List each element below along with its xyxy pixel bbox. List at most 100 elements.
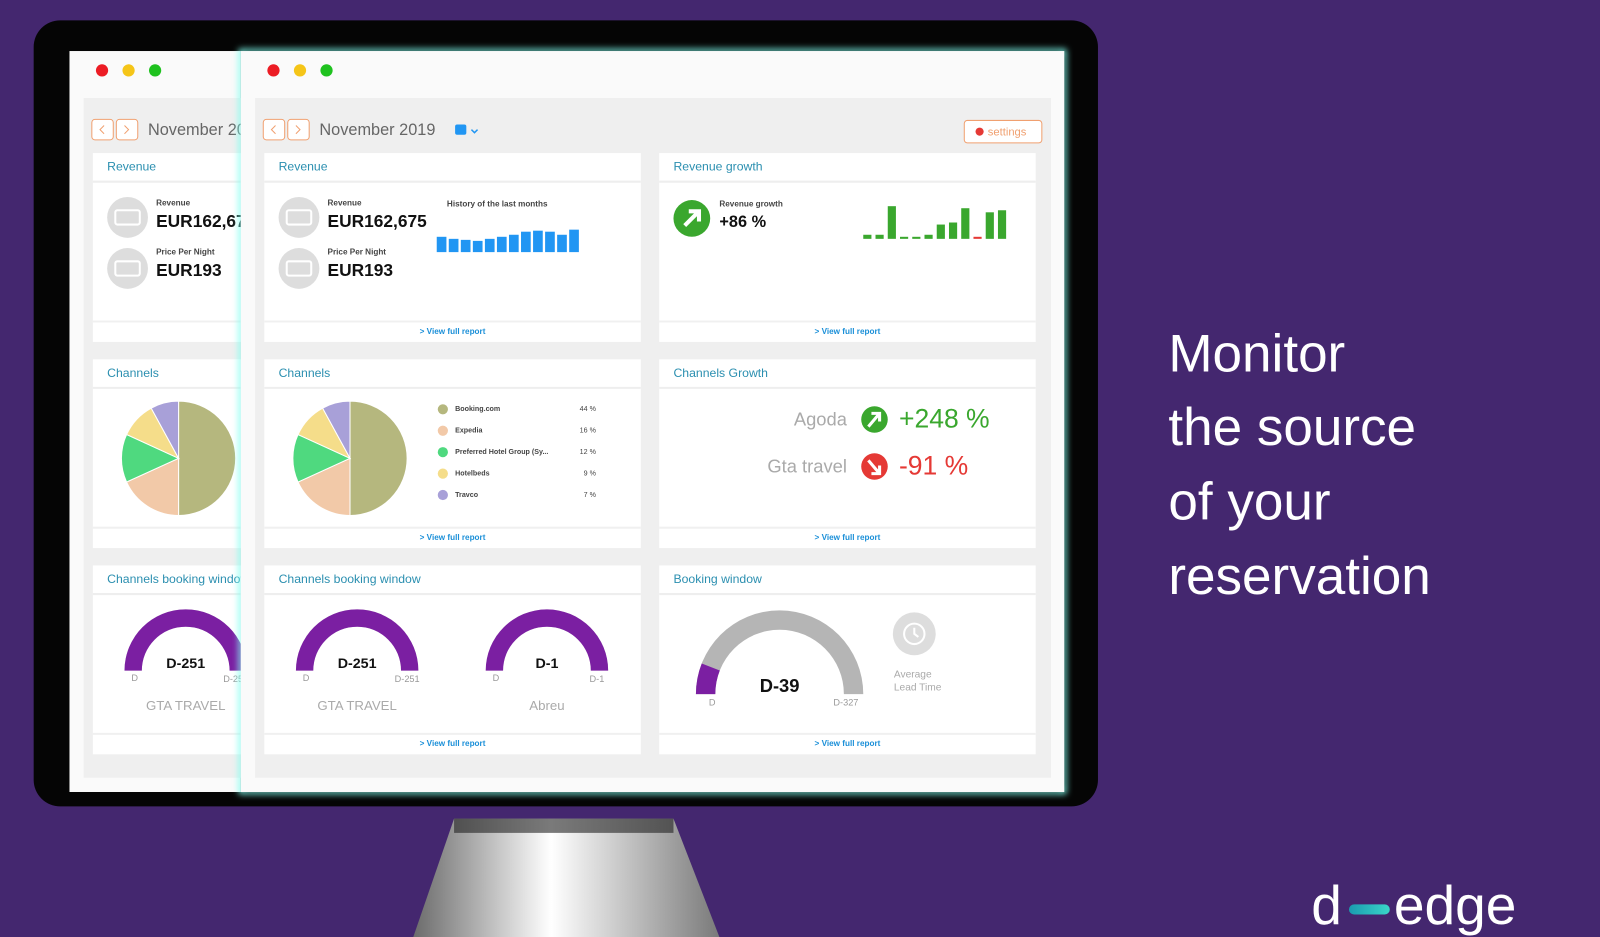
- prev-icon: [99, 125, 105, 135]
- channel-name: Agoda: [794, 408, 848, 429]
- money-icon: [107, 196, 148, 238]
- gauge-min: D: [303, 673, 310, 683]
- gauge-arc: [295, 609, 419, 671]
- legend-swatch: [437, 404, 448, 415]
- pie-slice: [178, 400, 237, 516]
- gauge-name: GTA TRAVEL: [317, 698, 397, 713]
- gauge-max: D-251: [395, 674, 420, 684]
- prev-icon: [270, 125, 276, 135]
- price-label: Price Per Night: [156, 247, 215, 256]
- gauge-max: D-251: [223, 674, 248, 684]
- history-bar: [508, 234, 519, 253]
- legend-swatch: [437, 468, 448, 479]
- legend-value: 16 %: [580, 427, 597, 435]
- money-icon-bill: [114, 260, 141, 277]
- money-icon: [278, 196, 320, 238]
- gauge-min: D: [493, 673, 500, 683]
- legend-swatch: [437, 425, 448, 436]
- headline-line: the source: [1168, 398, 1416, 457]
- card-title: Channels: [107, 366, 159, 380]
- settings-button[interactable]: [963, 119, 1043, 144]
- window-dot: [293, 64, 307, 77]
- logo-right: edge: [1394, 874, 1517, 936]
- window-dot: [267, 64, 280, 77]
- legend-value: 9 %: [584, 469, 597, 477]
- growth-bar: [985, 212, 994, 239]
- prev-button[interactable]: [262, 118, 286, 141]
- growth-bar: [961, 208, 970, 239]
- history-label: History of the last months: [447, 199, 548, 208]
- gauge-name: Abreu: [529, 698, 564, 713]
- view-report-link[interactable]: > View full report: [815, 739, 881, 748]
- legend-label: Hotelbeds: [455, 469, 489, 477]
- clock-hands: [913, 627, 919, 638]
- next-button[interactable]: [287, 118, 310, 141]
- history-bar: [557, 234, 567, 253]
- legend-label: Booking.com: [455, 405, 500, 413]
- gauge-value: D-1: [535, 656, 558, 672]
- logo-dash: [1348, 904, 1390, 915]
- growth-bar: [887, 206, 896, 239]
- month-label: November 2019: [319, 121, 435, 139]
- front-window: November 2019 settings Revenue > View full …: [240, 51, 1065, 793]
- growth-arrow: [683, 209, 702, 228]
- lead-time-label: Lead Time: [894, 683, 942, 694]
- settings-label: settings: [988, 127, 1027, 139]
- card-title: Channels: [279, 366, 331, 380]
- card: [92, 565, 241, 755]
- clock-face: [903, 622, 926, 646]
- price-value: EUR193: [328, 260, 394, 280]
- revenue-label: Revenue: [156, 198, 190, 207]
- card: [659, 153, 1036, 342]
- money-icon: [278, 248, 320, 289]
- view-report-link[interactable]: > View full report: [420, 739, 486, 748]
- legend-swatch: [437, 489, 448, 501]
- gauge-name: GTA TRAVEL: [146, 698, 226, 713]
- history-bar: [484, 238, 495, 253]
- trend-arrow: [867, 411, 882, 428]
- gauge-min: D: [131, 673, 138, 683]
- card-title: Booking window: [673, 572, 762, 586]
- headline-line: reservation: [1168, 547, 1430, 606]
- growth-bar: [936, 224, 945, 239]
- window-dot: [95, 64, 109, 77]
- pie-slice: [125, 457, 180, 516]
- view-report-link[interactable]: > View full report: [420, 533, 486, 542]
- growth-bar: [997, 210, 1007, 239]
- history-bar: [460, 239, 471, 253]
- headline-line: of your: [1168, 472, 1330, 531]
- next-button[interactable]: [115, 118, 139, 141]
- window-dot: [320, 64, 333, 77]
- money-icon-bill: [114, 209, 141, 226]
- gauge-value: D-251: [166, 656, 205, 672]
- channel-growth-value: +248 %: [899, 404, 990, 434]
- legend-swatch: [437, 447, 448, 458]
- prev-button[interactable]: [91, 118, 114, 141]
- legend-label: Expedia: [455, 427, 483, 435]
- price-value: EUR193: [156, 260, 222, 280]
- next-icon: [295, 125, 301, 135]
- calendar-icon[interactable]: [455, 124, 467, 135]
- growth-bar: [948, 222, 958, 239]
- gauge-max: D-1: [590, 674, 605, 684]
- month-label: November 2019: [148, 121, 264, 139]
- gauge-arc: [124, 609, 241, 671]
- view-report-link[interactable]: > View full report: [815, 327, 881, 336]
- headline-line: Monitor: [1168, 324, 1345, 383]
- headline: Monitor the source of your reservation: [1168, 324, 1430, 606]
- trend-arrow: [867, 459, 882, 476]
- view-report-link[interactable]: > View full report: [815, 533, 881, 542]
- view-report-link[interactable]: > View full report: [420, 327, 486, 336]
- history-bar: [496, 236, 507, 253]
- gauge-min: D: [709, 698, 716, 708]
- money-icon-bill: [285, 209, 313, 226]
- history-bar: [569, 229, 579, 253]
- pie-slice: [150, 400, 180, 459]
- window-dot: [148, 64, 162, 77]
- history-bar: [436, 236, 447, 253]
- card-title: Revenue growth: [673, 160, 762, 174]
- money-icon-bill: [285, 260, 313, 277]
